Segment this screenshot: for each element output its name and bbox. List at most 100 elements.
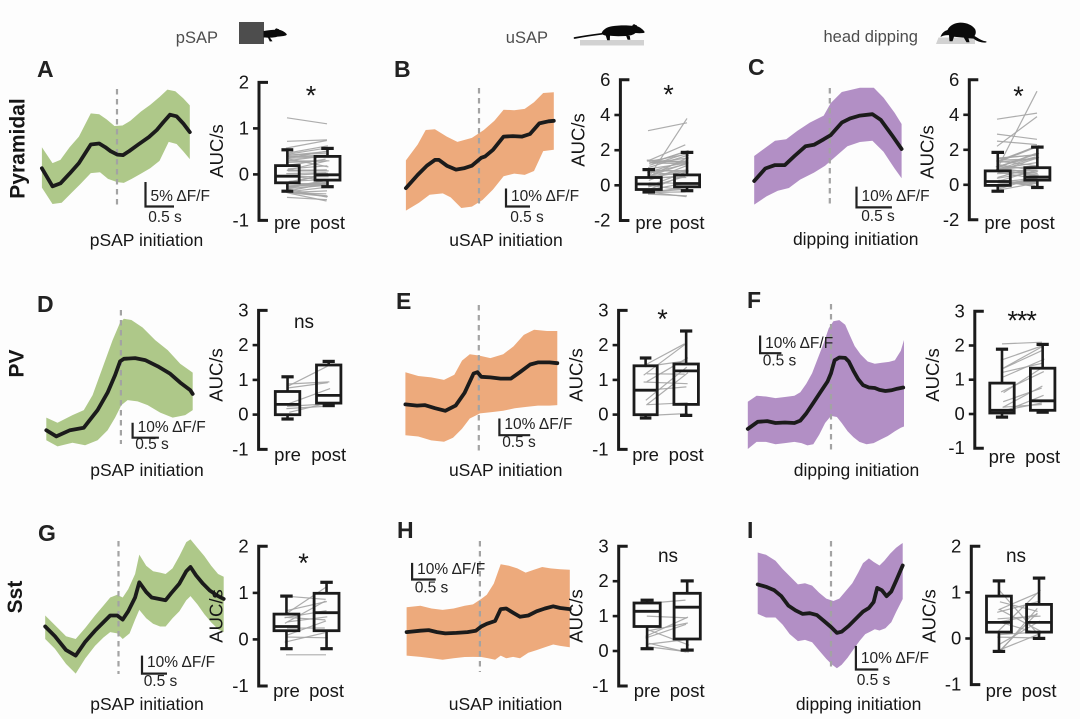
svg-text:post: post <box>310 212 345 233</box>
svg-text:pSAP initiation: pSAP initiation <box>90 694 204 714</box>
svg-text:0: 0 <box>238 404 248 425</box>
svg-text:post: post <box>669 444 704 465</box>
svg-text:0: 0 <box>598 404 608 425</box>
svg-text:1: 1 <box>238 369 248 390</box>
svg-text:0.5 s: 0.5 s <box>502 434 536 451</box>
svg-text:0.5 s: 0.5 s <box>510 209 544 226</box>
svg-text:0: 0 <box>239 163 249 184</box>
svg-text:1: 1 <box>238 582 248 603</box>
svg-text:10% ΔF/F: 10% ΔF/F <box>862 188 930 205</box>
svg-text:post: post <box>1025 446 1060 467</box>
svg-text:pre: pre <box>273 680 300 701</box>
svg-text:pSAP: pSAP <box>176 29 218 47</box>
svg-text:2: 2 <box>239 71 249 92</box>
svg-text:2: 2 <box>598 570 608 591</box>
svg-text:dipping initiation: dipping initiation <box>793 229 919 249</box>
svg-text:ns: ns <box>294 312 314 333</box>
svg-text:uSAP initiation: uSAP initiation <box>449 230 563 250</box>
svg-text:ns: ns <box>1006 546 1026 567</box>
svg-text:pre: pre <box>274 444 301 465</box>
svg-text:pre: pre <box>274 212 301 233</box>
svg-text:0.5 s: 0.5 s <box>148 209 182 226</box>
svg-text:-1: -1 <box>233 209 249 230</box>
svg-text:0: 0 <box>238 628 248 649</box>
svg-text:0: 0 <box>955 403 965 424</box>
svg-text:pre: pre <box>984 212 1011 233</box>
svg-text:6: 6 <box>949 69 959 90</box>
svg-text:1: 1 <box>598 605 608 626</box>
svg-text:PV: PV <box>6 349 29 377</box>
svg-text:AUC/s: AUC/s <box>206 348 227 401</box>
svg-text:0.5 s: 0.5 s <box>763 353 797 370</box>
svg-text:0.5 s: 0.5 s <box>415 580 449 597</box>
svg-text:10% ΔF/F: 10% ΔF/F <box>504 416 572 433</box>
svg-text:-1: -1 <box>948 437 964 458</box>
svg-text:AUC/s: AUC/s <box>567 113 588 166</box>
svg-text:1: 1 <box>955 369 965 390</box>
svg-text:uSAP initiation: uSAP initiation <box>449 460 563 480</box>
svg-text:dipping initiation: dipping initiation <box>796 694 922 714</box>
svg-text:F: F <box>747 287 761 313</box>
svg-text:*: * <box>298 548 309 578</box>
svg-text:*: * <box>657 304 668 334</box>
svg-text:post: post <box>311 444 346 465</box>
svg-text:AUC/s: AUC/s <box>206 124 227 177</box>
svg-text:pre: pre <box>986 680 1013 701</box>
svg-text:B: B <box>394 56 411 82</box>
svg-text:0: 0 <box>951 628 961 649</box>
svg-text:1: 1 <box>598 369 608 390</box>
svg-text:dipping initiation: dipping initiation <box>794 460 920 480</box>
svg-text:AUC/s: AUC/s <box>918 589 939 642</box>
svg-text:C: C <box>748 54 765 80</box>
svg-text:AUC/s: AUC/s <box>206 589 227 642</box>
svg-text:3: 3 <box>238 299 248 320</box>
svg-text:pSAP initiation: pSAP initiation <box>90 460 204 480</box>
svg-text:0: 0 <box>600 174 610 195</box>
svg-text:2: 2 <box>951 535 961 556</box>
svg-text:2: 2 <box>600 139 610 160</box>
svg-text:3: 3 <box>598 535 608 556</box>
svg-text:ns: ns <box>658 546 678 567</box>
svg-text:post: post <box>1020 212 1055 233</box>
svg-text:2: 2 <box>238 535 248 556</box>
svg-text:*: * <box>1013 81 1024 111</box>
svg-text:0: 0 <box>598 640 608 661</box>
svg-text:Pyramidal: Pyramidal <box>7 98 30 198</box>
svg-text:post: post <box>670 212 705 233</box>
svg-text:AUC/s: AUC/s <box>566 348 587 401</box>
svg-text:pre: pre <box>632 444 659 465</box>
svg-text:pre: pre <box>989 446 1016 467</box>
svg-text:-1: -1 <box>232 675 248 696</box>
svg-text:AUC/s: AUC/s <box>916 125 937 178</box>
svg-text:A: A <box>37 56 54 82</box>
svg-text:4: 4 <box>949 104 959 125</box>
svg-text:10% ΔF/F: 10% ΔF/F <box>765 335 833 352</box>
svg-text:Sst: Sst <box>4 581 27 614</box>
svg-text:3: 3 <box>955 300 965 321</box>
svg-text:pre: pre <box>635 212 662 233</box>
svg-text:post: post <box>309 680 344 701</box>
svg-text:-1: -1 <box>592 675 608 696</box>
svg-text:1: 1 <box>951 581 961 602</box>
svg-text:-1: -1 <box>592 438 608 459</box>
svg-text:3: 3 <box>598 299 608 320</box>
svg-text:-1: -1 <box>945 674 961 695</box>
svg-text:pSAP initiation: pSAP initiation <box>90 230 204 250</box>
svg-text:0.5 s: 0.5 s <box>857 672 891 689</box>
svg-text:D: D <box>37 291 54 317</box>
svg-text:I: I <box>747 517 753 543</box>
svg-text:-1: -1 <box>232 438 248 459</box>
svg-text:post: post <box>1022 680 1057 701</box>
svg-text:10% ΔF/F: 10% ΔF/F <box>138 419 206 436</box>
svg-text:*: * <box>306 81 317 111</box>
svg-text:uSAP initiation: uSAP initiation <box>449 694 563 714</box>
svg-text:H: H <box>397 517 414 543</box>
svg-text:5% ΔF/F: 5% ΔF/F <box>151 188 210 205</box>
svg-text:pre: pre <box>634 680 661 701</box>
svg-text:10% ΔF/F: 10% ΔF/F <box>147 654 215 671</box>
svg-text:10% ΔF/F: 10% ΔF/F <box>511 188 579 205</box>
svg-text:-2: -2 <box>594 210 610 231</box>
svg-text:2: 2 <box>598 334 608 355</box>
svg-text:1: 1 <box>239 117 249 138</box>
svg-text:G: G <box>38 520 56 546</box>
